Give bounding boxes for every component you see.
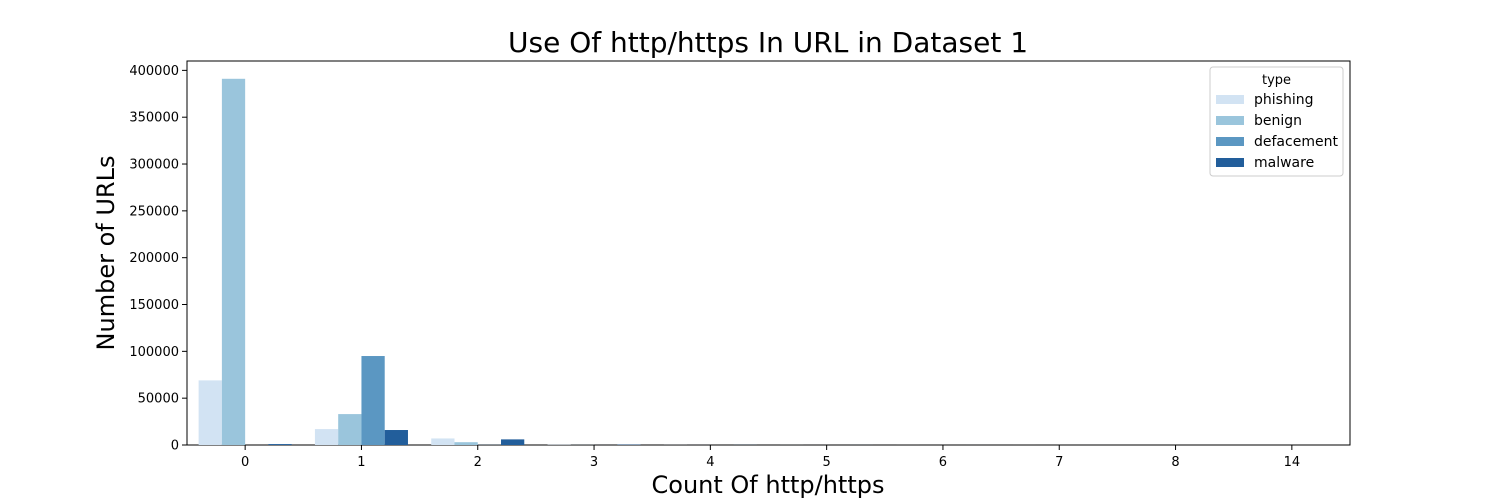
x-tick-label: 4 — [706, 455, 714, 470]
x-tick-label: 3 — [590, 455, 598, 470]
x-tick-label: 14 — [1284, 455, 1301, 470]
legend-label-phishing: phishing — [1254, 92, 1313, 108]
y-tick-label: 350000 — [129, 111, 179, 126]
x-tick-label: 5 — [823, 455, 831, 470]
bar-benign-0 — [222, 79, 245, 445]
legend-swatch-defacement — [1216, 137, 1244, 146]
bar-malware-2 — [501, 439, 524, 445]
x-tick-label: 2 — [474, 455, 482, 470]
y-tick-label: 400000 — [129, 64, 179, 79]
y-tick-label: 50000 — [138, 392, 179, 407]
y-tick-label: 300000 — [129, 158, 179, 173]
legend: type phishing benign defacement malware — [1210, 67, 1343, 176]
bar-phishing-0 — [199, 380, 222, 445]
legend-label-benign: benign — [1254, 113, 1302, 129]
bar-malware-1 — [385, 430, 408, 445]
bar-defacement-1 — [361, 356, 384, 445]
x-tick-label: 6 — [939, 455, 947, 470]
legend-swatch-phishing — [1216, 95, 1244, 104]
legend-swatch-malware — [1216, 158, 1244, 167]
legend-title: type — [1262, 73, 1291, 88]
bar-malware-0 — [268, 444, 291, 445]
bar-phishing-2 — [431, 438, 454, 445]
bar-phishing-1 — [315, 429, 338, 445]
y-tick-label: 200000 — [129, 251, 179, 266]
legend-label-defacement: defacement — [1254, 134, 1338, 150]
x-axis-ticks: 0 1 2 3 4 5 6 7 8 14 — [241, 445, 1300, 470]
legend-swatch-benign — [1216, 116, 1244, 125]
bar-benign-2 — [454, 442, 477, 445]
bar-benign-1 — [338, 414, 361, 445]
bars — [199, 79, 1339, 445]
chart-title: Use Of http/https In URL in Dataset 1 — [508, 26, 1028, 59]
y-tick-label: 150000 — [129, 298, 179, 313]
y-tick-label: 250000 — [129, 204, 179, 219]
y-tick-label: 100000 — [129, 345, 179, 360]
y-axis-title: Number of URLs — [92, 156, 120, 351]
y-tick-label: 0 — [171, 439, 179, 454]
x-tick-label: 0 — [241, 455, 249, 470]
y-axis-ticks: 0 50000 100000 150000 200000 250000 300000 3500… — [129, 64, 187, 454]
x-tick-label: 7 — [1055, 455, 1063, 470]
x-tick-label: 1 — [357, 455, 365, 470]
x-axis-title: Count Of http/https — [652, 471, 885, 499]
legend-label-malware: malware — [1254, 155, 1314, 171]
x-tick-label: 8 — [1171, 455, 1179, 470]
